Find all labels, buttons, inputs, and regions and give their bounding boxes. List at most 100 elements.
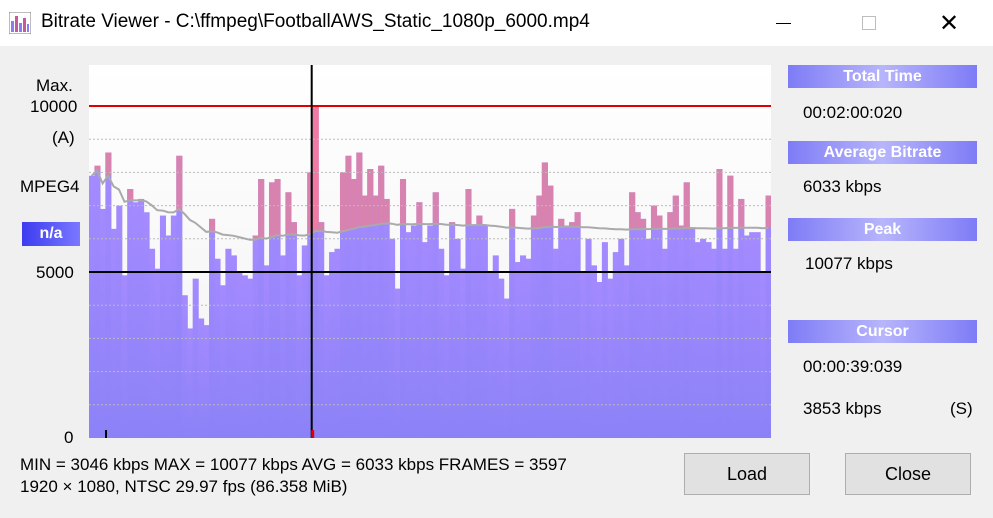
bitrate-bar-above-average bbox=[94, 165, 101, 171]
bitrate-bar bbox=[187, 328, 194, 438]
bitrate-bar bbox=[667, 212, 674, 438]
bitrate-bar bbox=[329, 252, 336, 438]
bitrate-bar-above-average bbox=[667, 212, 674, 229]
bitrate-bar-above-average bbox=[650, 205, 658, 229]
bitrate-bar bbox=[563, 225, 570, 438]
window-title: Bitrate Viewer - C:\ffmpeg\FootballAWS_S… bbox=[41, 11, 590, 32]
load-button[interactable]: Load bbox=[684, 453, 810, 495]
minimize-icon bbox=[775, 22, 791, 24]
bitrate-bar bbox=[116, 205, 123, 438]
bitrate-bar bbox=[754, 232, 761, 438]
bitrate-bar-above-average bbox=[399, 179, 407, 225]
bitrate-bar bbox=[405, 232, 412, 438]
bitrate-bar bbox=[389, 238, 396, 438]
bitrate-bar bbox=[650, 205, 658, 438]
mid-scale-value: 5000 bbox=[36, 263, 74, 282]
bitrate-bar bbox=[247, 278, 254, 438]
bitrate-bar bbox=[530, 215, 537, 438]
bitrate-bar bbox=[263, 265, 270, 438]
bitrate-bar bbox=[509, 208, 516, 438]
bitrate-bar bbox=[710, 248, 718, 438]
bitrate-bar bbox=[421, 242, 428, 438]
stats-summary: MIN = 3046 kbps MAX = 10077 kbps AVG = 6… bbox=[20, 455, 567, 474]
bitrate-bar bbox=[596, 281, 603, 438]
peak-header: Peak bbox=[788, 218, 977, 241]
bitrate-bar bbox=[590, 265, 598, 438]
bitrate-bar-above-average bbox=[372, 195, 379, 225]
close-window-button[interactable]: ✕ bbox=[918, 0, 980, 46]
minimize-button[interactable] bbox=[752, 0, 814, 46]
bitrate-bar bbox=[356, 152, 363, 438]
bitrate-bar-above-average bbox=[339, 172, 347, 232]
bitrate-bar bbox=[705, 242, 712, 438]
bitrate-bar-above-average bbox=[465, 189, 472, 226]
max-label: Max. bbox=[36, 76, 73, 95]
bitrate-bar bbox=[656, 215, 663, 438]
bitrate-bar-above-average bbox=[449, 222, 456, 225]
bitrate-bar bbox=[427, 225, 434, 438]
bitrate-bar-above-average bbox=[274, 179, 281, 236]
codec-label: MPEG4 bbox=[20, 177, 80, 196]
bitrate-bar bbox=[378, 165, 385, 438]
bitrate-bar bbox=[149, 248, 156, 438]
bitrate-bar bbox=[689, 228, 696, 438]
bitrate-bar bbox=[105, 152, 112, 438]
bitrate-bar-above-average bbox=[383, 198, 390, 224]
bitrate-bar bbox=[214, 258, 221, 438]
bitrate-bar bbox=[345, 155, 352, 438]
bitrate-bar-above-average bbox=[541, 162, 548, 228]
bitrate-bar bbox=[492, 255, 499, 438]
bitrate-bar-above-average bbox=[290, 222, 297, 235]
maximize-button[interactable] bbox=[838, 0, 900, 46]
bitrate-bar bbox=[252, 235, 259, 438]
bitrate-bar-above-average bbox=[432, 192, 439, 224]
bitrate-bar bbox=[558, 218, 565, 438]
bitrate-bar-above-average bbox=[318, 222, 325, 231]
bitrate-bar bbox=[678, 225, 685, 438]
bitrate-chart[interactable] bbox=[89, 65, 771, 438]
bitrate-bar bbox=[241, 275, 248, 438]
bitrate-bar bbox=[89, 175, 96, 438]
bitrate-bar-above-average bbox=[678, 225, 685, 229]
bitrate-bar bbox=[503, 298, 510, 438]
bitrate-bar bbox=[383, 198, 390, 438]
bitrate-bar bbox=[165, 235, 172, 438]
bitrate-bar bbox=[258, 179, 265, 438]
bitrate-bar bbox=[694, 242, 701, 438]
bitrate-bar bbox=[285, 192, 292, 438]
bitrate-bar-above-average bbox=[345, 155, 352, 230]
top-scale-value: 10000 bbox=[30, 97, 78, 116]
bitrate-bar bbox=[585, 238, 592, 438]
cursor-time-value: 00:00:39:039 bbox=[803, 357, 903, 376]
bitrate-bar-above-average bbox=[509, 208, 516, 228]
bitrate-bar bbox=[269, 182, 276, 438]
bitrate-bar bbox=[318, 222, 325, 438]
bitrate-bar bbox=[487, 272, 494, 438]
bitrate-bar bbox=[732, 248, 739, 438]
bitrate-bar-above-average bbox=[716, 169, 723, 229]
close-button[interactable]: Close bbox=[845, 453, 971, 495]
scale-mode-label: (A) bbox=[52, 128, 75, 147]
bitrate-bar bbox=[296, 275, 303, 438]
bitrate-bar bbox=[159, 215, 166, 438]
bitrate-bar-above-average bbox=[361, 195, 368, 227]
bitrate-bar-above-average bbox=[574, 212, 581, 227]
bitrate-bar bbox=[721, 248, 728, 438]
total-time-header: Total Time bbox=[788, 65, 977, 88]
bitrate-bar-above-average bbox=[738, 198, 745, 228]
bitrate-bar bbox=[574, 212, 581, 438]
stats-format: 1920 × 1080, NTSC 29.97 fps (86.358 MiB) bbox=[20, 477, 348, 496]
bitrate-bar bbox=[416, 202, 423, 438]
bitrate-bar bbox=[749, 232, 756, 438]
bitrate-bar-above-average bbox=[258, 179, 265, 238]
bitrate-bar bbox=[672, 195, 679, 438]
maximize-icon bbox=[862, 16, 876, 30]
bitrate-bar bbox=[645, 238, 652, 438]
bitrate-bar bbox=[607, 278, 614, 438]
bitrate-bar-above-average bbox=[629, 192, 636, 230]
bitrate-bar bbox=[765, 195, 771, 438]
bitrate-bar bbox=[623, 265, 630, 438]
bitrate-bar-above-average bbox=[105, 152, 112, 176]
bitrate-bar bbox=[170, 215, 177, 438]
bitrate-bar bbox=[192, 278, 199, 438]
